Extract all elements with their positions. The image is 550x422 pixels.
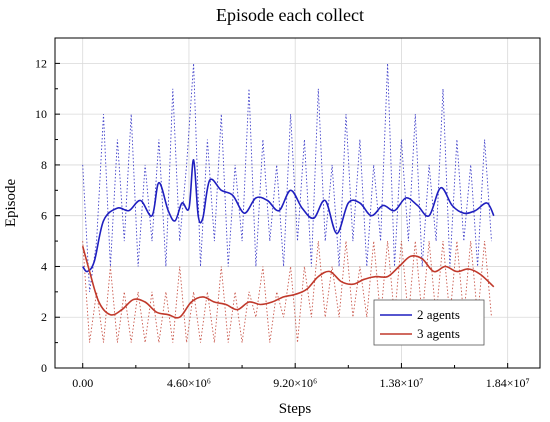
y-tick-label: 0: [41, 361, 47, 375]
axis-ticks: 0 2 4 6 8 10 12 0.00 4.60×10⁶ 9.20×10⁶ 1.38×10⁷ 1.8…: [35, 56, 530, 390]
y-tick-label: 4: [41, 259, 47, 273]
x-tick-label: 9.20×10⁶: [273, 376, 317, 390]
x-axis-label: Steps: [279, 401, 312, 417]
x-tick-label: 1.84×10⁷: [486, 376, 530, 390]
legend-label-3-agents: 3 agents: [417, 326, 460, 341]
smoothed-series-layer: [81, 158, 495, 319]
y-tick-label: 6: [41, 209, 47, 223]
x-tick-label: 0.00: [72, 376, 93, 390]
y-tick-label: 10: [35, 107, 47, 121]
legend-label-2-agents: 2 agents: [417, 307, 460, 322]
series-line-3-agents: [81, 245, 495, 319]
raw-series-2-agents: [82, 63, 492, 292]
chart-title: Episode each collect: [216, 5, 364, 25]
legend: 2 agents 3 agents: [373, 299, 485, 346]
plot-frame: [54, 37, 541, 369]
y-tick-label: 12: [35, 56, 47, 70]
y-tick-label: 8: [41, 158, 47, 172]
y-axis-label: Episode: [3, 178, 19, 227]
y-tick-label: 2: [41, 310, 47, 324]
legend-box: [373, 299, 485, 346]
series-line-2-agents: [82, 158, 495, 273]
x-tick-label: 1.38×10⁷: [379, 376, 423, 390]
x-tick-label: 4.60×10⁶: [167, 376, 211, 390]
